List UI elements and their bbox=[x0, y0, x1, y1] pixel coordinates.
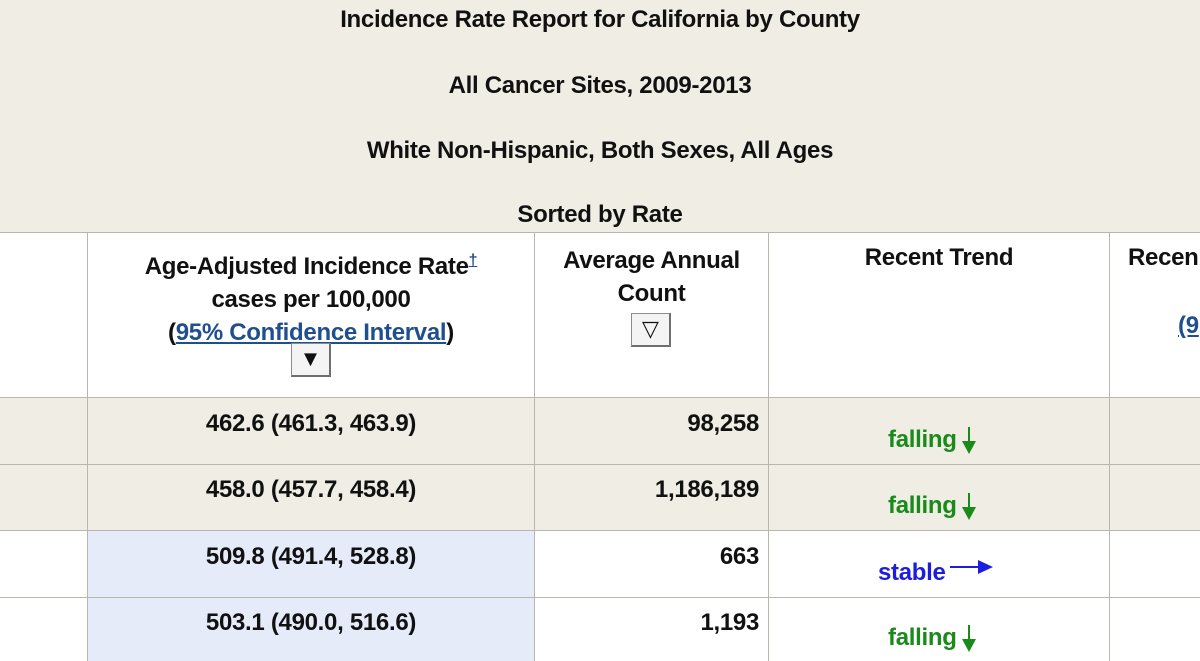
trend-cell: falling bbox=[888, 492, 977, 521]
header-row bbox=[0, 232, 1200, 398]
dagger-footnote-link[interactable]: † bbox=[468, 252, 478, 269]
recent-column-header-partial: Recen bbox=[1128, 244, 1199, 271]
table-caption: Incidence Rate Report for California by … bbox=[0, 0, 1200, 232]
rate-header-units: cases per 100,000 bbox=[211, 286, 411, 313]
down-arrow-icon bbox=[961, 624, 976, 652]
report-sort: Sorted by Rate bbox=[517, 201, 683, 228]
confidence-interval-link[interactable]: 95% Confidence Interval bbox=[175, 319, 447, 346]
trend-column-header: Recent Trend bbox=[864, 244, 1014, 271]
trend-cell: falling bbox=[888, 426, 977, 455]
rate-cell: 462.6 (461.3, 463.9) bbox=[205, 410, 417, 437]
report-title: Incidence Rate Report for California by … bbox=[340, 6, 860, 33]
sort-count-button[interactable]: ▽ bbox=[631, 313, 671, 347]
rate-cell: 509.8 (491.4, 528.8) bbox=[205, 543, 417, 570]
rate-column-header: Age-Adjusted Incidence Rate† cases per 1… bbox=[88, 244, 534, 349]
recent-column-ci-link-partial[interactable]: (9 bbox=[1178, 312, 1199, 339]
count-cell: 1,186,189 bbox=[654, 476, 759, 503]
count-cell: 663 bbox=[719, 543, 759, 570]
table-row bbox=[0, 398, 1200, 464]
rate-header-text: Age-Adjusted Incidence Rate bbox=[144, 253, 469, 280]
rate-cell: 458.0 (457.7, 458.4) bbox=[205, 476, 417, 503]
trend-cell: falling bbox=[888, 624, 977, 653]
report-population: White Non-Hispanic, Both Sexes, All Ages bbox=[366, 137, 834, 164]
report-sites: All Cancer Sites, 2009-2013 bbox=[448, 72, 752, 99]
right-arrow-icon bbox=[949, 559, 993, 574]
sort-rate-button[interactable]: ▼ bbox=[291, 343, 331, 377]
trend-cell: stable bbox=[878, 559, 994, 587]
table-row bbox=[0, 464, 1200, 531]
rate-cell: 503.1 (490.0, 516.6) bbox=[205, 609, 417, 636]
count-cell: 98,258 bbox=[687, 410, 759, 437]
rate-highlight bbox=[88, 531, 535, 661]
down-arrow-icon bbox=[961, 492, 976, 520]
count-cell: 1,193 bbox=[700, 609, 759, 636]
count-column-header: Average Annual Count bbox=[563, 247, 740, 307]
down-arrow-icon bbox=[961, 426, 976, 454]
